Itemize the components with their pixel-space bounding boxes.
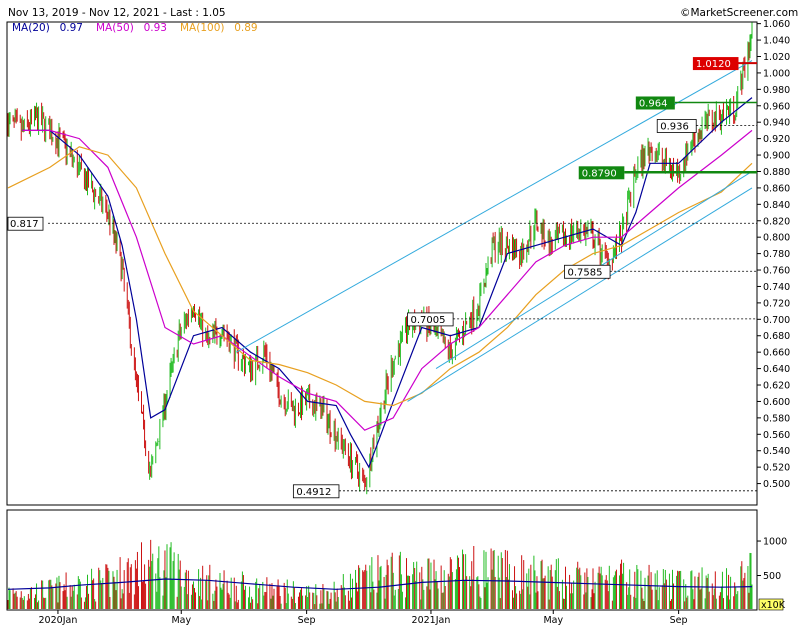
- level-label: 0.964: [639, 98, 668, 109]
- y-tick-label: 0.920: [763, 134, 790, 145]
- level-label: 0.8790: [582, 168, 617, 179]
- y-tick-label: 0.760: [763, 266, 790, 277]
- x-axis: 2020Jan May Sep 2021Jan May Sep: [39, 610, 688, 626]
- y-tick-label: 0.900: [763, 151, 790, 162]
- price-panel: 1.060 1.040 1.020 1.000 0.980 0.960 0.940 0.920…: [6, 19, 790, 506]
- level-label: 0.7585: [567, 267, 602, 278]
- x-tick-label: May: [171, 615, 191, 626]
- y-tick-label: 0.540: [763, 446, 790, 457]
- legend-item: MA(100) 0.89: [180, 22, 258, 34]
- level-label: 0.7005: [411, 315, 446, 326]
- y-tick-label: 1.000: [763, 68, 790, 79]
- legend-label: MA(50): [96, 22, 134, 34]
- y-tick-label: 0.660: [763, 348, 790, 359]
- volume-unit-box: [758, 598, 784, 611]
- y-tick-label: 0.520: [763, 463, 790, 474]
- y-tick-label: 0.620: [763, 381, 790, 392]
- ma-line: [22, 97, 753, 469]
- level-badge: [635, 96, 675, 110]
- y-tick-label: 0.860: [763, 183, 790, 194]
- x-tick-label: 2020Jan: [39, 615, 78, 626]
- y-tick-label: 0.880: [763, 167, 790, 178]
- legend-label: MA(20): [12, 22, 50, 34]
- y-tick-label: 0.700: [763, 315, 790, 326]
- legend-value: 0.89: [234, 22, 257, 34]
- channel-line: [407, 187, 753, 402]
- y-tick-label: 1.060: [763, 19, 790, 30]
- brand-label: ©MarketScreener.com: [680, 7, 798, 19]
- chart-header: Nov 13, 2019 - Nov 12, 2021 - Last : 1.0…: [8, 7, 798, 34]
- level-label: 0.4912: [296, 487, 331, 498]
- volume-panel: 1000 500 x10K: [6, 509, 787, 611]
- y-tick-label: 0.740: [763, 282, 790, 293]
- volume-ma-line: [7, 578, 753, 590]
- x-tick-label: Sep: [670, 615, 688, 626]
- level-label: 1.0120: [696, 59, 731, 70]
- x-tick-label: May: [543, 615, 563, 626]
- legend-item: MA(20) 0.97: [12, 22, 83, 34]
- legend-label: MA(100): [180, 22, 224, 34]
- y-tick-label: 0.680: [763, 331, 790, 342]
- volume-tick-label: 500: [763, 571, 781, 582]
- ma-line: [22, 129, 753, 431]
- y-tick-label: 0.800: [763, 233, 790, 244]
- legend-value: 0.93: [144, 22, 167, 34]
- level-label: 0.936: [660, 121, 689, 132]
- y-tick-label: 0.580: [763, 413, 790, 424]
- y-tick-label: 0.500: [763, 479, 790, 490]
- legend-value: 0.97: [60, 22, 83, 34]
- level-label: 0.817: [10, 219, 39, 230]
- level-badge: [292, 484, 340, 499]
- y-tick-label: 0.600: [763, 397, 790, 408]
- volume-unit-label: x10K: [761, 600, 786, 611]
- y-tick-label: 0.840: [763, 200, 790, 211]
- y-tick-label: 0.960: [763, 101, 790, 112]
- y-tick-label: 1.020: [763, 52, 790, 63]
- date-range-label: Nov 13, 2019 - Nov 12, 2021 - Last : 1.0…: [8, 7, 226, 19]
- level-badge: [564, 264, 611, 279]
- level-badge: [407, 312, 454, 327]
- legend-item: MA(50) 0.93: [96, 22, 167, 34]
- y-tick-label: 1.040: [763, 36, 790, 47]
- ma-line: [7, 146, 753, 407]
- x-tick-label: 2021Jan: [412, 615, 451, 626]
- price-frame: [6, 21, 758, 506]
- volume-bars: [7, 539, 753, 609]
- level-badge: [7, 216, 44, 231]
- y-tick-label: 0.560: [763, 430, 790, 441]
- volume-tick-label: 1000: [763, 537, 787, 548]
- y-tick-label: 0.820: [763, 216, 790, 227]
- y-tick-label: 0.720: [763, 298, 790, 309]
- y-tick-label: 0.640: [763, 364, 790, 375]
- ma-legend: MA(20) 0.97 MA(50) 0.93 MA(100) 0.89: [12, 22, 258, 34]
- level-badge: [578, 166, 625, 180]
- y-axis: 1.060 1.040 1.020 1.000 0.980 0.960 0.940 0.920…: [757, 19, 790, 490]
- level-badge: [656, 119, 697, 133]
- x-tick-label: Sep: [298, 615, 316, 626]
- y-tick-label: 0.780: [763, 249, 790, 260]
- y-tick-label: 0.940: [763, 118, 790, 129]
- volume-frame: [6, 509, 758, 611]
- level-badge: [692, 57, 739, 71]
- y-tick-label: 0.980: [763, 85, 790, 96]
